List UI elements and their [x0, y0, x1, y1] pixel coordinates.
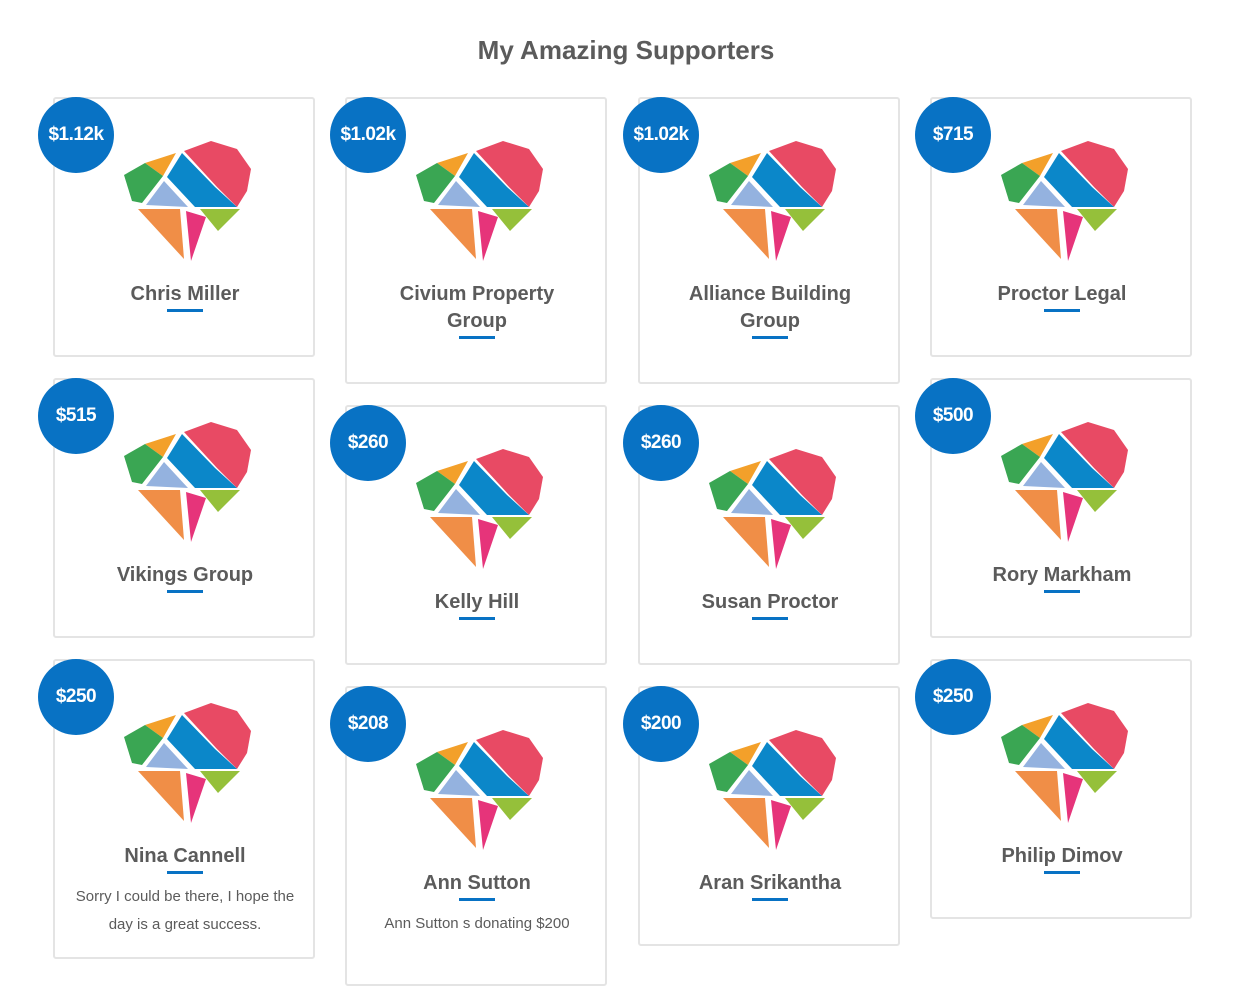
donation-amount-badge: $1.12k: [38, 97, 114, 173]
name-underline: [752, 336, 788, 339]
supporter-message: Sorry I could be there, I hope the day i…: [75, 888, 295, 933]
donation-amount-badge: $1.02k: [330, 97, 406, 173]
donation-amount-badge: $1.02k: [623, 97, 699, 173]
donation-amount-badge: $250: [915, 659, 991, 735]
supporter-card[interactable]: Susan Proctor: [638, 405, 900, 665]
supporter-name: Aran Srikantha: [698, 872, 842, 894]
name-underline: [459, 898, 495, 901]
heart-logo-icon: [995, 141, 1131, 265]
donation-amount-badge: $515: [38, 378, 114, 454]
heart-logo-icon: [118, 141, 254, 265]
name-underline: [459, 336, 495, 339]
supporter-message: Ann Sutton s donating $200: [384, 915, 570, 932]
supporter-name: Chris Miller: [130, 283, 240, 305]
donation-amount-badge: $200: [623, 686, 699, 762]
donation-amount-badge: $715: [915, 97, 991, 173]
supporter-name: Rory Markham: [992, 564, 1132, 586]
heart-logo-icon: [703, 141, 839, 265]
supporter-name: Philip Dimov: [1001, 845, 1123, 867]
name-underline: [1044, 871, 1080, 874]
heart-logo-icon: [703, 730, 839, 854]
name-underline: [459, 617, 495, 620]
supporter-name: Vikings Group: [116, 564, 254, 586]
donation-amount-badge: $500: [915, 378, 991, 454]
name-underline: [1044, 590, 1080, 593]
supporter-name: Kelly Hill: [434, 591, 520, 613]
supporter-name: Civium Property Group: [399, 283, 555, 332]
supporter-name: Proctor Legal: [997, 283, 1127, 305]
supporter-name: Nina Cannell: [124, 845, 246, 867]
donation-amount-badge: $208: [330, 686, 406, 762]
donation-amount-badge: $260: [330, 405, 406, 481]
heart-logo-icon: [410, 141, 546, 265]
name-underline: [167, 309, 203, 312]
name-underline: [752, 898, 788, 901]
page-title: My Amazing Supporters: [477, 35, 775, 65]
supporter-name: Susan Proctor: [701, 591, 839, 613]
heart-logo-icon: [995, 422, 1131, 546]
heart-logo-icon: [410, 730, 546, 854]
donation-amount-badge: $250: [38, 659, 114, 735]
heart-logo-icon: [995, 703, 1131, 827]
name-underline: [752, 617, 788, 620]
name-underline: [167, 871, 203, 874]
donation-amount-badge: $260: [623, 405, 699, 481]
name-underline: [167, 590, 203, 593]
heart-logo-icon: [410, 449, 546, 573]
heart-logo-icon: [703, 449, 839, 573]
name-underline: [1044, 309, 1080, 312]
heart-logo-icon: [118, 422, 254, 546]
supporter-name: Alliance Building Group: [688, 283, 852, 332]
supporter-card[interactable]: Proctor Legal: [930, 97, 1192, 357]
supporter-name: Ann Sutton: [423, 872, 531, 894]
supporter-card[interactable]: Kelly Hill: [345, 405, 607, 665]
heart-logo-icon: [118, 703, 254, 827]
